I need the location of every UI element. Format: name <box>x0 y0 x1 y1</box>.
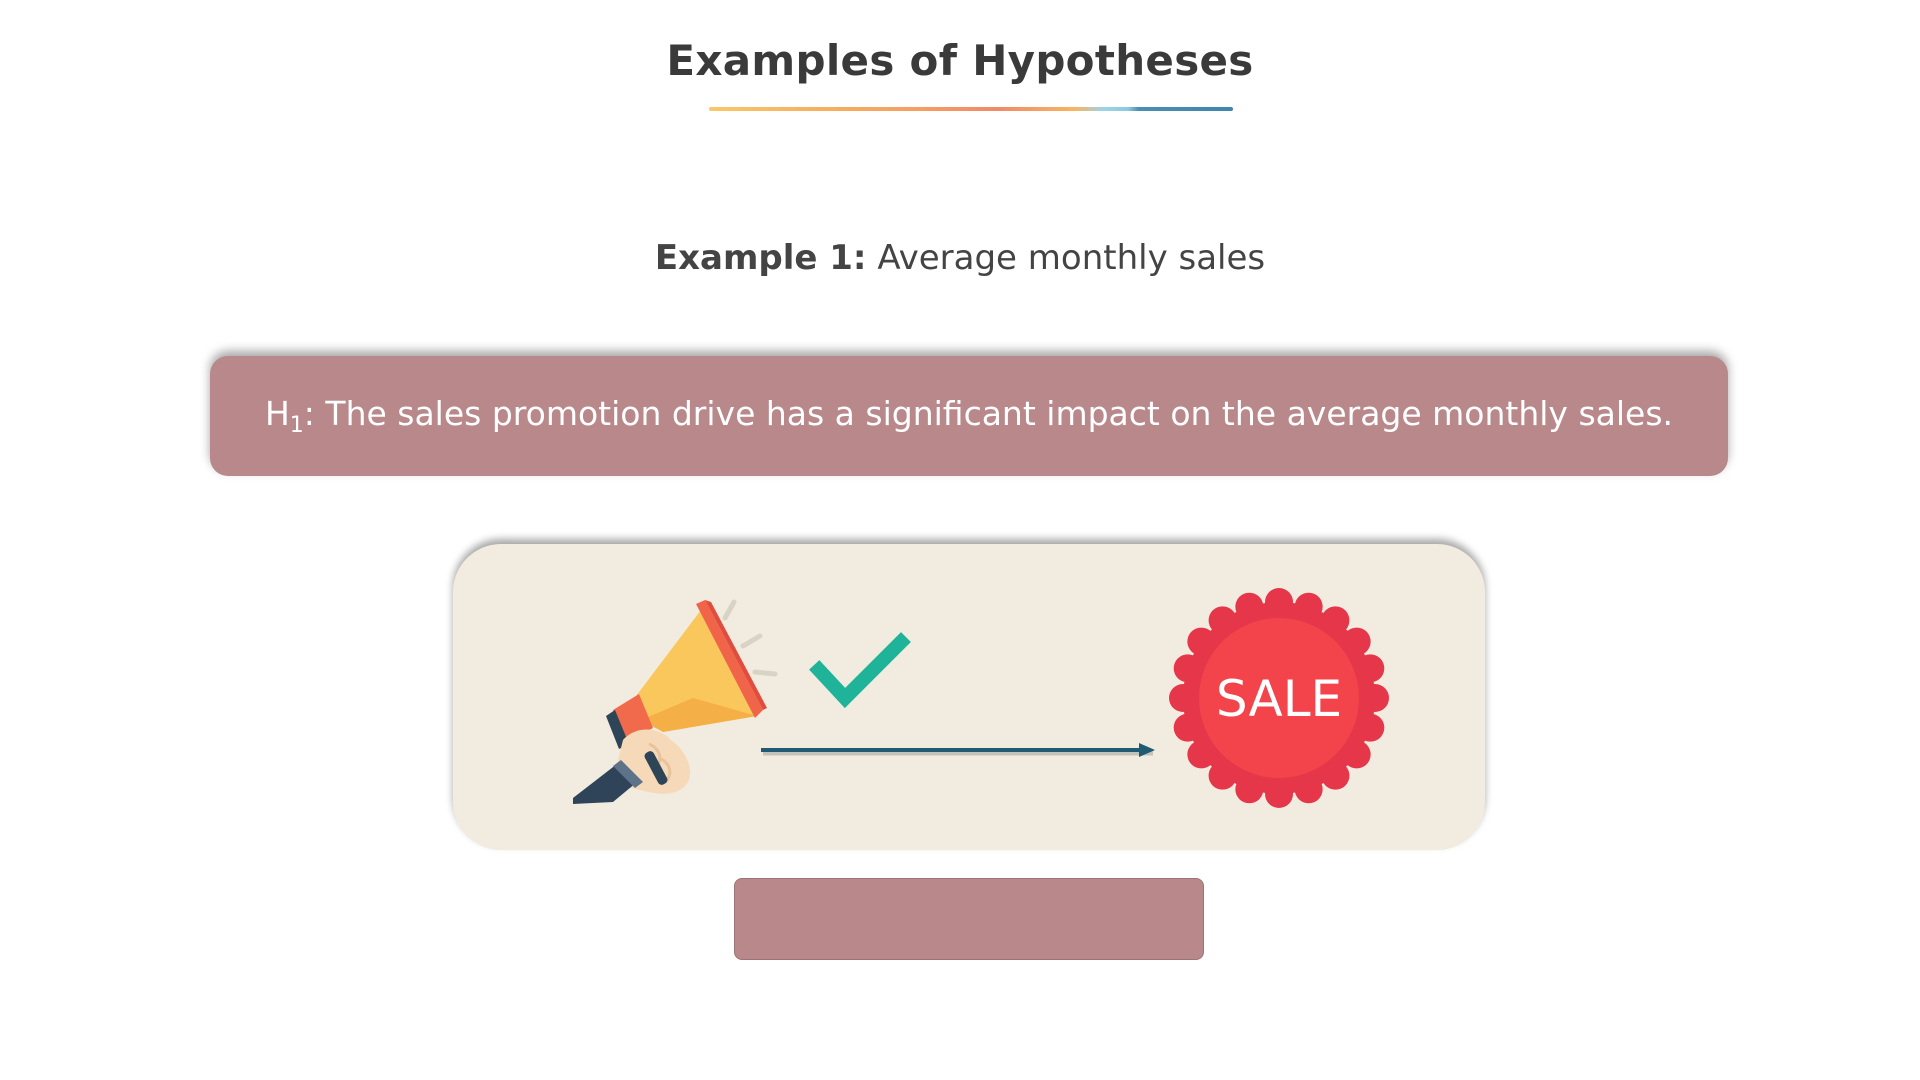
example-text: Average monthly sales <box>866 238 1266 278</box>
illustration-graphic: SALE <box>573 588 1389 808</box>
slide-title: Examples of Hypotheses <box>666 36 1254 85</box>
megaphone-icon <box>573 599 778 804</box>
answer-box <box>734 878 1204 960</box>
arrow-icon <box>761 743 1155 757</box>
example-label: Example 1: <box>654 238 867 278</box>
hypothesis-symbol: H <box>264 394 290 433</box>
checkmark-icon <box>809 632 911 709</box>
sale-badge-icon: SALE <box>1169 588 1389 808</box>
example-heading: Example 1: Average monthly sales <box>0 238 1920 278</box>
hypothesis-text: : The sales promotion drive has a signif… <box>303 394 1674 433</box>
hypothesis-subscript: 1 <box>289 413 304 438</box>
sale-badge-text: SALE <box>1216 670 1342 728</box>
hypothesis-box: H1: The sales promotion drive has a sign… <box>210 356 1728 476</box>
title-underline <box>709 107 1233 111</box>
hypothesis-statement: H1: The sales promotion drive has a sign… <box>265 394 1673 438</box>
illustration-card: SALE <box>453 544 1485 850</box>
